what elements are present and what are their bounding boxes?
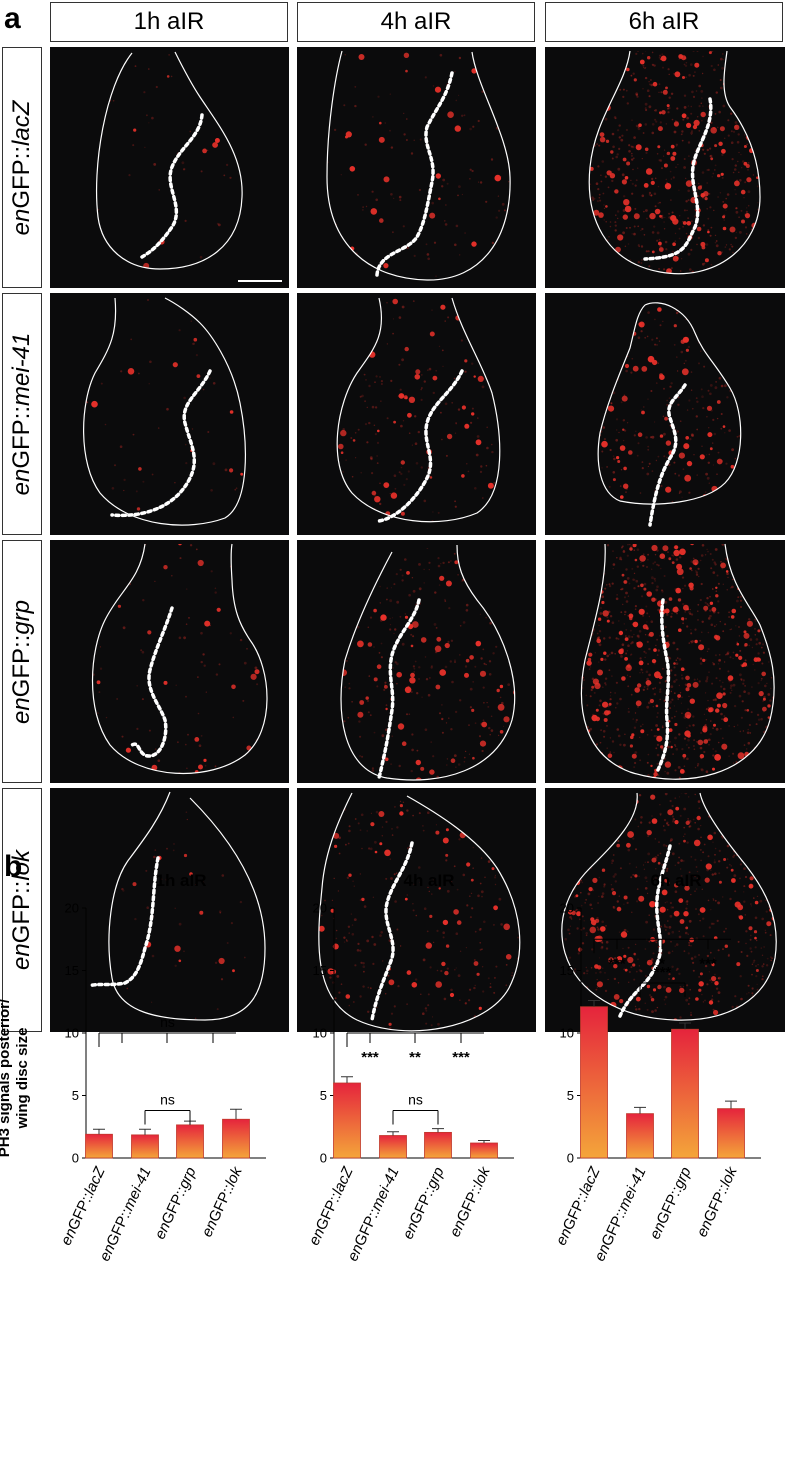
y-tick-label: 5 [320, 1088, 327, 1103]
micrograph-r1-c2 [297, 47, 536, 288]
y-tick-label: 20 [560, 901, 574, 916]
bar-chart-6h: 6h aIR 0 5 10 15 20 *** * *** *** enGFP::lacZ enGFP… [535, 870, 787, 1469]
micrograph-r3-c2 [297, 540, 536, 783]
bar [424, 1131, 452, 1159]
bar [85, 1133, 113, 1159]
column-header-1h: 1h aIR [50, 2, 288, 42]
micrograph-r4-c3 [545, 788, 785, 1032]
bar [470, 1142, 498, 1159]
panel-b-label: b [4, 850, 23, 883]
significance-label: * [659, 955, 665, 972]
significance-label: *** [654, 964, 672, 981]
category-label: enGFP::lacZ [553, 1164, 604, 1248]
category-label: enGFP::lacZ [58, 1164, 109, 1248]
significance-label: *** [452, 1049, 470, 1066]
y-tick-label: 0 [320, 1151, 327, 1166]
bar [671, 1028, 699, 1159]
significance-label: *** [699, 955, 717, 972]
y-tick-label: 5 [567, 1088, 574, 1103]
category-label: enGFP::grp [399, 1165, 447, 1242]
bar [333, 1082, 361, 1159]
bar-chart-4h: 4h aIR 0 5 10 15 20 *** ** *** ns enGFP::lacZ enGFP… [288, 870, 550, 1469]
y-tick-label: 10 [313, 1026, 327, 1041]
bar [176, 1124, 204, 1159]
micrograph-r2-c1 [50, 293, 289, 535]
row-header-lacz: enGFP::lacZ [2, 47, 42, 288]
significance-label: *** [608, 955, 626, 972]
chart-title: 4h aIR [403, 871, 454, 890]
bar [222, 1118, 250, 1159]
panel-a-label: a [4, 2, 21, 35]
row-header-grp: enGFP::grp [2, 540, 42, 783]
micrograph-r3-c3 [545, 540, 785, 783]
row-header-lok: enGFP::lok [2, 788, 42, 1032]
row-header-mei41: enGFP::mei-41 [2, 293, 42, 535]
micrograph-r4-c2 [297, 788, 536, 1032]
category-label: enGFP::lok [199, 1163, 247, 1240]
y-tick-label: 15 [313, 963, 327, 978]
bar [580, 1006, 608, 1159]
column-header-6h: 6h aIR [545, 2, 783, 42]
bar [626, 1113, 654, 1159]
y-tick-label: 20 [313, 901, 327, 916]
y-tick-label: 5 [72, 1088, 79, 1103]
category-label: enGFP::grp [646, 1165, 694, 1242]
category-label: enGFP::lok [694, 1163, 742, 1240]
micrograph-r1-c3 [545, 47, 785, 288]
significance-label: *** [361, 1049, 379, 1066]
significance-label: ns [408, 1092, 423, 1108]
column-header-4h: 4h aIR [297, 2, 535, 42]
y-tick-label: 20 [65, 901, 79, 916]
y-tick-label: 15 [560, 963, 574, 978]
micrograph-r1-c1 [50, 47, 289, 288]
chart-title: 1h aIR [155, 871, 206, 890]
micrograph-r4-c1 [50, 788, 289, 1032]
y-tick-label: 0 [72, 1151, 79, 1166]
bar-chart-1h: 1h aIR 0 5 10 15 20 ns ns enGFP::lacZ enGFP::mei-… [40, 870, 302, 1469]
y-tick-label: 10 [65, 1026, 79, 1041]
significance-label: ns [160, 1014, 175, 1030]
micrograph-r3-c1 [50, 540, 289, 783]
bar [131, 1134, 159, 1159]
y-axis-label: PH3 signals posterior/wing disc size [0, 998, 31, 1158]
bar [379, 1135, 407, 1159]
category-label: enGFP::lacZ [306, 1164, 357, 1248]
y-tick-label: 0 [567, 1151, 574, 1166]
category-label: enGFP::lok [447, 1163, 495, 1240]
category-label: enGFP::grp [151, 1165, 199, 1242]
y-tick-label: 10 [560, 1026, 574, 1041]
micrograph-r2-c2 [297, 293, 536, 535]
micrograph-r2-c3 [545, 293, 785, 535]
significance-label: ** [409, 1049, 421, 1066]
significance-label: ns [160, 1092, 175, 1108]
y-tick-label: 15 [65, 963, 79, 978]
bar [717, 1108, 745, 1159]
chart-title: 6h aIR [650, 871, 701, 890]
